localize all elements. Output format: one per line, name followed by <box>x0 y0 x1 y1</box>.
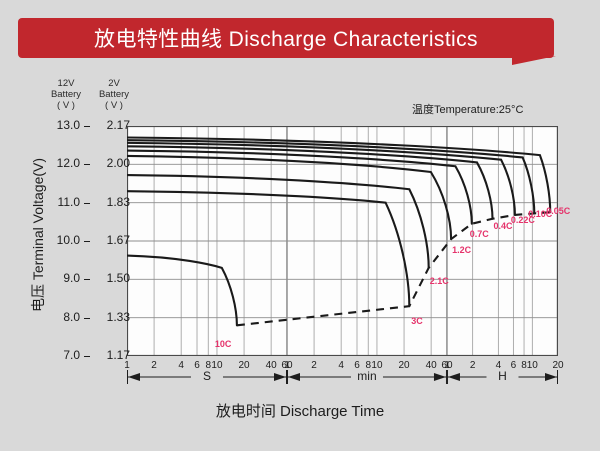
plot-area <box>127 126 558 356</box>
banner-tail-shape <box>512 56 556 65</box>
curve-label-2-1C: 2.1C <box>429 275 449 286</box>
x-tick-1-8: 8 <box>365 360 372 371</box>
y-axis-header-12v: 12V Battery ( V ) <box>42 78 90 112</box>
x-segment-name-H: H <box>498 369 507 383</box>
y-tick-2v-2.00: 2.00 <box>106 156 130 171</box>
x-tick-1-1: 1 <box>284 360 290 371</box>
x-tick-2-10: 10 <box>526 360 538 371</box>
curve-label-0-7C: 0.7C <box>469 228 489 239</box>
x-tick-0-6: 6 <box>194 360 200 371</box>
curve-label-0-10C: 0.10C <box>528 209 553 220</box>
y-axis-header-2v: 2V Battery ( V ) <box>90 78 138 112</box>
y-tick-mark <box>84 356 90 357</box>
x-tick-2-6: 6 <box>510 360 517 371</box>
curve-label-10C: 10C <box>214 339 232 350</box>
y-tick-mark <box>84 202 90 204</box>
y-axis-header-12v-line2: Battery <box>50 89 82 101</box>
x-tick-1-10: 10 <box>371 360 383 371</box>
y-tick-2v-1.50: 1.50 <box>106 271 130 286</box>
y-axis-header-2v-line1: 2V <box>108 78 120 89</box>
y-tick-12v-7.0: 7.0 <box>63 348 80 362</box>
x-tick-0-8: 8 <box>205 360 212 371</box>
x-segment-name-S: S <box>202 369 211 383</box>
curve-label-1-2C: 1.2C <box>452 245 472 256</box>
x-axis-caption: 放电时间 Discharge Time <box>215 403 385 420</box>
curve-label-0-05C: 0.05C <box>546 206 571 217</box>
curve-label-3C: 3C <box>411 316 423 327</box>
page-title: 放电特性曲线 Discharge Characteristics <box>94 28 478 51</box>
y-tick-12v-12.0: 12.0 <box>56 156 80 171</box>
x-tick-0-10: 10 <box>211 360 223 371</box>
curve-label-0-22C: 0.22C <box>510 214 535 225</box>
y-tick-mark <box>84 126 90 127</box>
x-tick-1-2: 2 <box>311 360 317 371</box>
x-tick-1-6: 6 <box>354 360 360 371</box>
x-tick-1-20: 20 <box>398 360 410 371</box>
y-axis-header-12v-line1: 12V <box>57 78 75 89</box>
x-tick-1-60: 60 <box>441 360 453 371</box>
x-tick-0-2: 2 <box>151 360 157 371</box>
y-axis-header-2v-line2: Battery <box>98 89 130 101</box>
x-axis-segment-bars <box>127 368 558 386</box>
y-tick-12v-11.0: 11.0 <box>57 194 80 209</box>
chart-svg <box>127 126 558 356</box>
x-axis-segment-svg <box>127 370 558 384</box>
y-tick-2v-1.67: 1.67 <box>106 233 130 247</box>
y-tick-2v-2.17: 2.17 <box>106 118 130 132</box>
x-tick-1-40: 40 <box>425 360 437 371</box>
x-tick-2-20: 20 <box>552 360 564 371</box>
x-tick-0-60: 60 <box>281 360 293 371</box>
y-tick-mark <box>84 164 90 166</box>
y-tick-2v-1.83: 1.83 <box>106 194 130 209</box>
y-tick-mark <box>84 317 90 319</box>
y-tick-2v-1.33: 1.33 <box>106 309 130 324</box>
x-tick-2-1: 1 <box>444 360 450 371</box>
curve-label-0-4C: 0.4C <box>493 220 513 231</box>
x-segment-name-min: min <box>357 369 377 383</box>
x-tick-2-4: 4 <box>495 360 502 371</box>
x-tick-0-1: 1 <box>124 360 130 371</box>
y-tick-12v-8.0: 8.0 <box>63 309 80 324</box>
y-tick-mark <box>84 279 90 281</box>
y-axis-header-12v-line3: ( V ) <box>57 100 75 112</box>
y-tick-mark <box>84 241 90 242</box>
x-tick-0-20: 20 <box>238 360 250 371</box>
temperature-annotation: 温度Temperature:25°C <box>412 104 524 116</box>
x-tick-1-4: 4 <box>338 360 344 371</box>
y-tick-12v-10.0: 10.0 <box>56 233 80 247</box>
y-tick-12v-9.0: 9.0 <box>63 271 80 286</box>
title-banner-wrap: 放电特性曲线 Discharge Characteristics <box>18 18 574 65</box>
x-tick-0-40: 40 <box>265 360 277 371</box>
x-tick-0-4: 4 <box>178 360 184 371</box>
x-tick-2-2: 2 <box>469 360 476 371</box>
title-banner: 放电特性曲线 Discharge Characteristics <box>18 18 554 58</box>
x-tick-2-8: 8 <box>521 360 527 371</box>
y-tick-2v-1.17: 1.17 <box>106 348 130 362</box>
y-tick-12v-13.0: 13.0 <box>56 118 80 132</box>
y-axis-header-2v-line3: ( V ) <box>105 100 123 112</box>
